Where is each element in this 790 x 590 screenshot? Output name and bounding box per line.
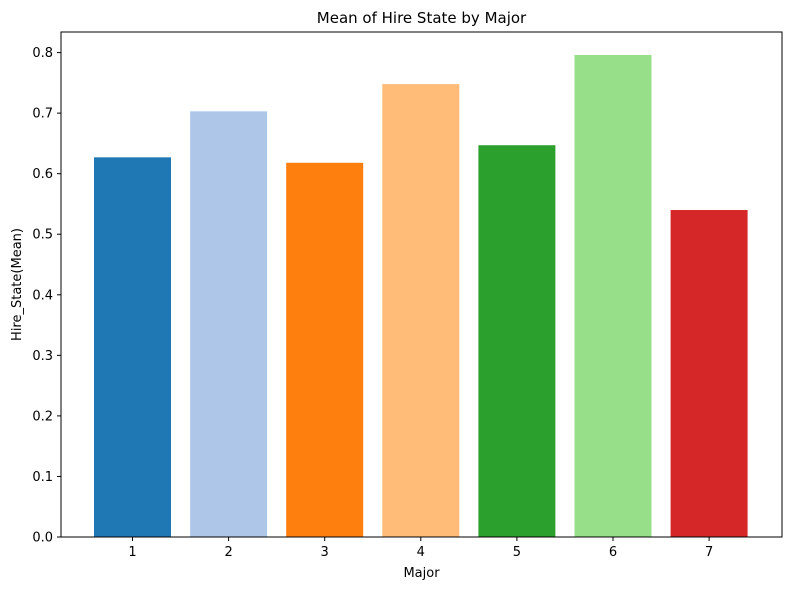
y-tick-label: 0.3: [32, 349, 53, 364]
x-axis: 1 2 3 4 5 6 7: [128, 537, 713, 560]
chart-title: Mean of Hire State by Major: [317, 9, 527, 27]
y-tick-label: 0.1: [32, 470, 53, 485]
x-tick-label: 6: [609, 545, 617, 560]
axes-frame: [60, 31, 783, 538]
y-tick-label: 0.6: [32, 167, 53, 182]
y-tick-label: 0.4: [32, 288, 53, 303]
bar-major-1: [94, 157, 171, 537]
y-tick-label: 0.2: [32, 409, 53, 424]
plot-area: [60, 31, 783, 538]
x-tick-label: 3: [321, 545, 329, 560]
y-axis-label: Hire_State(Mean): [10, 228, 25, 341]
x-tick-label: 1: [128, 545, 136, 560]
x-tick-label: 5: [513, 545, 521, 560]
y-tick-label: 0.7: [32, 107, 53, 122]
bar-major-7: [670, 210, 748, 537]
bar-major-2: [190, 111, 268, 537]
y-tick-label: 0.8: [32, 46, 53, 61]
bar-major-5: [478, 145, 556, 538]
bar-major-3: [286, 162, 364, 538]
bar-major-4: [382, 84, 460, 537]
bars-group: [94, 55, 748, 538]
x-tick-label: 7: [705, 545, 713, 560]
bar-major-6: [574, 55, 652, 537]
y-tick-label: 0.5: [32, 228, 53, 243]
y-tick-label: 0.0: [32, 531, 53, 546]
y-axis: 0.0 0.1 0.2 0.3 0.4 0.5 0.6 0.7 0.8: [32, 46, 61, 546]
x-tick-label: 4: [417, 545, 425, 560]
x-axis-label: Major: [403, 566, 440, 581]
x-tick-label: 2: [224, 545, 232, 560]
